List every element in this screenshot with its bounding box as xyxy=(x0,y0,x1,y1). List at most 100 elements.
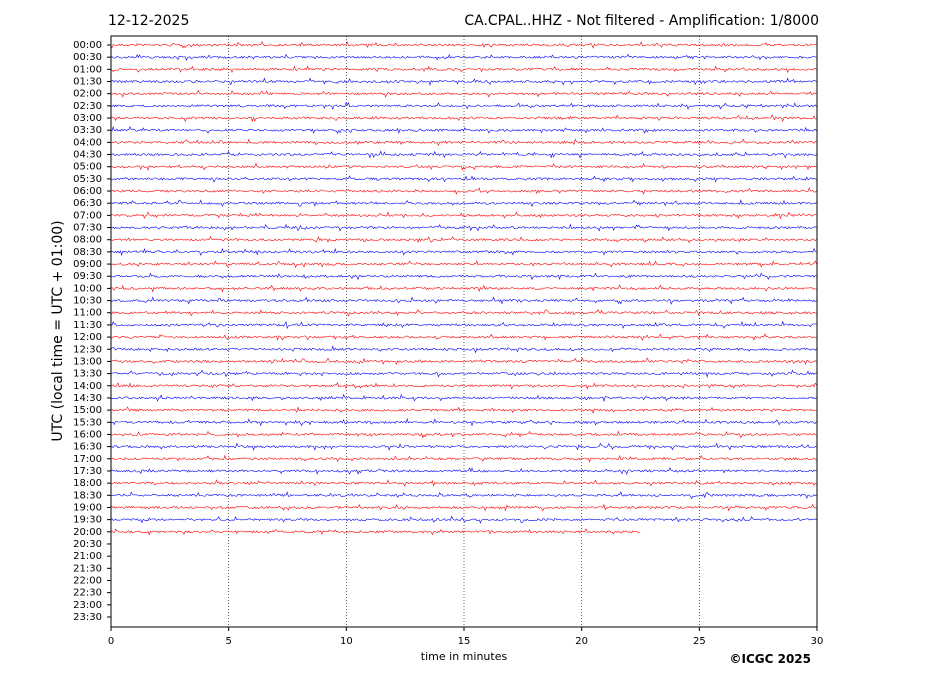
y-tick-label: 02:00 xyxy=(73,89,102,100)
trace xyxy=(110,369,817,378)
y-tick-label: 14:00 xyxy=(73,381,102,392)
trace xyxy=(110,114,817,123)
y-tick-label: 21:00 xyxy=(73,551,102,562)
y-tick-label: 16:30 xyxy=(73,442,102,453)
chart-title: CA.CPAL..HHZ - Not filtered - Amplificat… xyxy=(464,13,819,29)
trace xyxy=(110,503,817,512)
trace xyxy=(110,101,817,110)
x-tick-label: 20 xyxy=(575,636,588,647)
y-tick-label: 22:00 xyxy=(73,575,102,586)
date: 12-12-2025 xyxy=(108,13,189,29)
trace xyxy=(110,345,817,354)
x-tick-label: 5 xyxy=(225,636,231,647)
y-tick-label: 19:00 xyxy=(73,502,102,513)
y-tick-label: 08:00 xyxy=(73,235,102,246)
y-tick-label: 11:30 xyxy=(73,320,102,331)
trace xyxy=(110,491,817,500)
trace xyxy=(110,223,817,232)
y-tick-label: 13:30 xyxy=(73,369,102,380)
y-tick-label: 00:00 xyxy=(73,40,102,51)
y-tick-label: 22:30 xyxy=(73,588,102,599)
y-tick-label: 07:00 xyxy=(73,210,102,221)
y-tick-label: 02:30 xyxy=(73,101,102,112)
trace xyxy=(110,515,817,524)
trace xyxy=(110,417,817,427)
trace xyxy=(110,77,817,86)
trace xyxy=(110,186,817,195)
trace xyxy=(110,479,817,487)
y-tick-label: 05:30 xyxy=(73,174,102,185)
trace xyxy=(110,272,817,281)
y-tick-label: 13:00 xyxy=(73,356,102,367)
x-axis-label: time in minutes xyxy=(421,650,508,663)
y-tick-label: 21:30 xyxy=(73,563,102,574)
trace xyxy=(110,442,817,451)
trace xyxy=(110,235,817,244)
y-tick-label: 06:30 xyxy=(73,198,102,209)
y-tick-label: 18:00 xyxy=(73,478,102,489)
y-tick-label: 06:00 xyxy=(73,186,102,197)
x-tick-label: 15 xyxy=(458,636,471,647)
y-tick-label: 03:30 xyxy=(73,125,102,136)
trace xyxy=(110,296,817,305)
y-tick-label: 20:00 xyxy=(73,527,102,538)
x-tick-label: 25 xyxy=(693,636,706,647)
y-tick-label: 05:00 xyxy=(73,162,102,173)
y-tick-label: 19:30 xyxy=(73,515,102,526)
y-tick-label: 15:30 xyxy=(73,417,102,428)
y-tick-label: 15:00 xyxy=(73,405,102,416)
trace xyxy=(110,309,817,317)
y-tick-label: 10:00 xyxy=(73,283,102,294)
trace xyxy=(110,381,817,390)
trace xyxy=(110,40,817,49)
y-tick-label: 04:30 xyxy=(73,150,102,161)
copyright: ©ICGC 2025 xyxy=(729,652,811,666)
y-tick-label: 16:00 xyxy=(73,429,102,440)
y-tick-label: 12:30 xyxy=(73,344,102,355)
y-tick-label: 04:00 xyxy=(73,137,102,148)
y-tick-label: 17:30 xyxy=(73,466,102,477)
trace xyxy=(110,162,817,171)
y-tick-label: 09:00 xyxy=(73,259,102,270)
y-tick-label: 20:30 xyxy=(73,539,102,550)
y-tick-label: 23:00 xyxy=(73,600,102,611)
y-tick-label: 08:30 xyxy=(73,247,102,258)
trace xyxy=(110,89,817,98)
y-tick-label: 10:30 xyxy=(73,296,102,307)
trace xyxy=(110,454,817,463)
trace xyxy=(110,393,817,403)
x-tick-label: 10 xyxy=(340,636,353,647)
y-tick-label: 14:30 xyxy=(73,393,102,404)
trace xyxy=(110,138,817,147)
y-tick-label: 17:00 xyxy=(73,454,102,465)
y-tick-label: 01:30 xyxy=(73,77,102,88)
y-tick-label: 00:30 xyxy=(73,52,102,63)
trace xyxy=(110,199,817,208)
y-tick-label: 07:30 xyxy=(73,223,102,234)
trace xyxy=(110,150,817,159)
trace xyxy=(110,320,817,330)
plot-frame xyxy=(110,35,818,628)
trace xyxy=(110,357,817,365)
trace xyxy=(110,65,817,74)
y-tick-label: 03:00 xyxy=(73,113,102,124)
y-tick-label: 23:30 xyxy=(73,612,102,623)
trace xyxy=(110,126,817,135)
y-tick-label: 09:30 xyxy=(73,271,102,282)
trace xyxy=(110,406,817,415)
y-axis-label: UTC (local time = UTC + 01:00) xyxy=(50,220,66,441)
trace xyxy=(110,333,817,341)
trace xyxy=(110,430,817,439)
trace xyxy=(110,247,817,257)
y-tick-label: 12:00 xyxy=(73,332,102,343)
trace xyxy=(110,528,641,536)
y-tick-label: 11:00 xyxy=(73,308,102,319)
trace xyxy=(110,467,817,476)
trace xyxy=(110,175,817,183)
trace xyxy=(110,53,817,62)
trace xyxy=(110,284,817,293)
x-tick-label: 30 xyxy=(811,636,824,647)
trace xyxy=(110,211,817,220)
y-tick-label: 01:00 xyxy=(73,64,102,75)
